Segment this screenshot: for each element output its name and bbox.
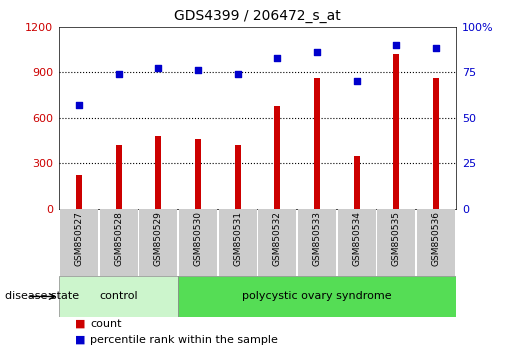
Bar <box>354 156 359 209</box>
Point <box>154 65 162 71</box>
Bar <box>417 209 455 276</box>
Bar <box>100 209 138 276</box>
Bar <box>178 276 456 317</box>
Text: GSM850530: GSM850530 <box>194 211 202 266</box>
Bar <box>195 139 201 209</box>
Bar <box>235 145 241 209</box>
Point <box>392 42 401 48</box>
Bar <box>219 209 256 276</box>
Bar <box>179 209 217 276</box>
Text: control: control <box>99 291 138 302</box>
Text: GSM850527: GSM850527 <box>75 211 83 266</box>
Bar <box>274 105 280 209</box>
Text: GSM850531: GSM850531 <box>233 211 242 266</box>
Text: ■: ■ <box>75 335 85 345</box>
Point <box>114 71 123 77</box>
Text: GSM850534: GSM850534 <box>352 211 361 266</box>
Bar <box>338 209 375 276</box>
Point <box>194 68 202 73</box>
Bar <box>393 54 399 209</box>
Point <box>313 49 321 55</box>
Bar <box>314 78 320 209</box>
Text: ■: ■ <box>75 319 85 329</box>
Text: GSM850529: GSM850529 <box>154 211 163 266</box>
Bar <box>156 136 161 209</box>
Text: count: count <box>90 319 122 329</box>
Bar <box>377 209 415 276</box>
Point <box>352 79 360 84</box>
Point <box>273 55 281 61</box>
Text: GSM850533: GSM850533 <box>313 211 321 266</box>
Bar <box>298 209 336 276</box>
Point <box>75 102 83 108</box>
Bar <box>259 209 296 276</box>
Text: GSM850536: GSM850536 <box>432 211 440 266</box>
Bar <box>433 78 439 209</box>
Point <box>233 71 242 77</box>
Text: polycystic ovary syndrome: polycystic ovary syndrome <box>242 291 392 302</box>
Text: GSM850535: GSM850535 <box>392 211 401 266</box>
Text: GSM850532: GSM850532 <box>273 211 282 266</box>
Point <box>432 46 440 51</box>
Text: GSM850528: GSM850528 <box>114 211 123 266</box>
Bar <box>140 209 177 276</box>
Bar <box>116 145 122 209</box>
Text: GDS4399 / 206472_s_at: GDS4399 / 206472_s_at <box>174 9 341 23</box>
Text: disease state: disease state <box>5 291 79 302</box>
Text: percentile rank within the sample: percentile rank within the sample <box>90 335 278 345</box>
Bar <box>60 209 98 276</box>
Bar <box>76 176 82 209</box>
Bar <box>59 276 178 317</box>
